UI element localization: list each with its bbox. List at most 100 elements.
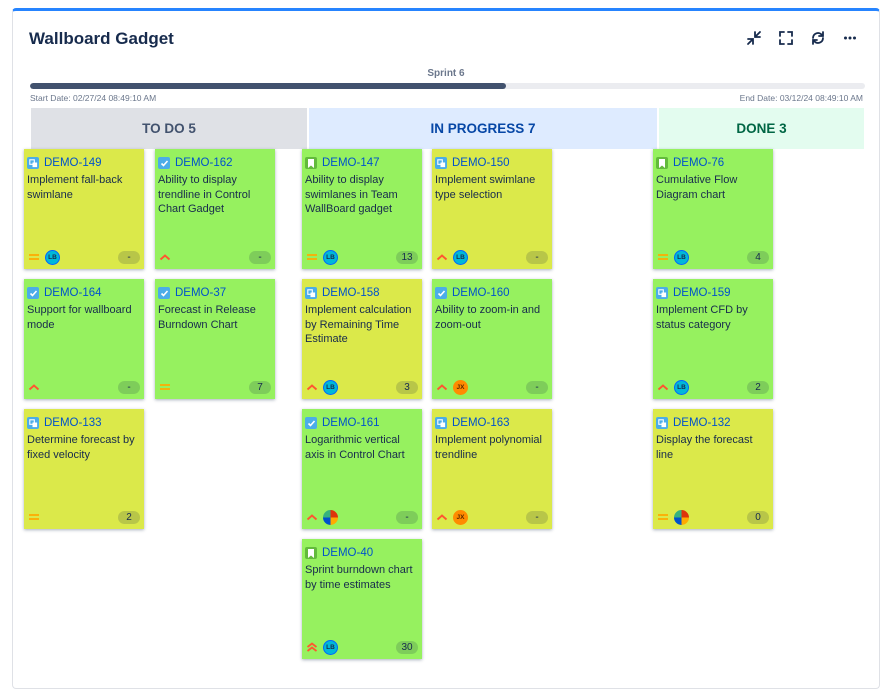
issue-key-link[interactable]: DEMO-161	[322, 417, 380, 429]
issue-card[interactable]: DEMO-160 Ability to zoom-in and zoom-out J…	[432, 279, 552, 399]
issue-card[interactable]: DEMO-40 Sprint burndown chart by time est…	[302, 539, 422, 659]
card-header: DEMO-37	[158, 286, 271, 300]
priority-high-icon	[656, 381, 670, 393]
assignee-avatar[interactable]: LB	[674, 379, 689, 395]
subtask-type-icon	[435, 157, 447, 169]
issue-card[interactable]: DEMO-150 Implement swimlane type selectio…	[432, 149, 552, 269]
issue-key-link[interactable]: DEMO-147	[322, 157, 380, 169]
issue-card[interactable]: DEMO-162 Ability to display trendline in …	[155, 149, 275, 269]
assignee-avatar[interactable]: LB	[323, 249, 338, 265]
issue-card[interactable]: DEMO-37 Forecast in Release Burndown Char…	[155, 279, 275, 399]
assignee-avatar[interactable]: LB	[453, 249, 468, 265]
assignee-avatar[interactable]: JX	[453, 379, 468, 395]
issue-card[interactable]: DEMO-161 Logarithmic vertical axis in Con…	[302, 409, 422, 529]
priority-high-icon	[27, 381, 41, 393]
issue-card[interactable]: DEMO-164 Support for wallboard mode -	[24, 279, 144, 399]
issue-key-link[interactable]: DEMO-158	[322, 287, 380, 299]
story-points-badge: 30	[396, 640, 418, 654]
subtask-type-icon	[656, 287, 668, 299]
more-options-icon[interactable]	[841, 29, 859, 47]
issue-key-link[interactable]: DEMO-164	[44, 287, 102, 299]
subtask-type-icon	[27, 417, 39, 429]
task-type-icon	[435, 287, 447, 299]
issue-summary: Sprint burndown chart by time estimates	[305, 564, 413, 591]
priority-medium-icon	[656, 511, 670, 523]
card-footer: -	[158, 249, 271, 265]
issue-card[interactable]: DEMO-159 Implement CFD by status category…	[653, 279, 773, 399]
issue-card[interactable]: DEMO-149 Implement fall-back swimlane LB -	[24, 149, 144, 269]
issue-summary: Display the forecast line	[656, 434, 753, 461]
assignee-avatar[interactable]: JX	[453, 509, 468, 525]
task-type-icon	[305, 417, 317, 429]
issue-summary: Implement fall-back swimlane	[27, 174, 123, 201]
column-header-todo: TO DO 5	[31, 108, 307, 149]
sprint-progress-bar	[30, 83, 865, 89]
issue-key-link[interactable]: DEMO-160	[452, 287, 510, 299]
issue-key-link[interactable]: DEMO-76	[673, 157, 725, 169]
issue-summary: Ability to zoom-in and zoom-out	[435, 304, 541, 331]
issue-summary: Determine forecast by fixed velocity	[27, 434, 135, 461]
issue-key-link[interactable]: DEMO-37	[175, 287, 227, 299]
issue-card[interactable]: DEMO-163 Implement polynomial trendline JX…	[432, 409, 552, 529]
assignee-avatar[interactable]	[323, 509, 338, 525]
column-header-done: DONE 3	[659, 108, 864, 149]
card-header: DEMO-161	[305, 416, 418, 430]
issue-summary: Implement CFD by status category	[656, 304, 748, 331]
issue-key-link[interactable]: DEMO-133	[44, 417, 102, 429]
story-points-badge: -	[118, 380, 140, 394]
card-header: DEMO-164	[27, 286, 140, 300]
assignee-avatar[interactable]	[674, 509, 689, 525]
card-header: DEMO-40	[305, 546, 418, 560]
priority-high-icon	[158, 251, 172, 263]
issue-card[interactable]: DEMO-132 Display the forecast line 0	[653, 409, 773, 529]
issue-card[interactable]: DEMO-147 Ability to display swimlanes in …	[302, 149, 422, 269]
issue-card[interactable]: DEMO-76 Cumulative Flow Diagram chart LB 4	[653, 149, 773, 269]
issue-card[interactable]: DEMO-158 Implement calculation by Remaini…	[302, 279, 422, 399]
issue-key-link[interactable]: DEMO-159	[673, 287, 731, 299]
story-points-badge: -	[526, 250, 548, 264]
issue-key-link[interactable]: DEMO-132	[673, 417, 731, 429]
priority-medium-icon	[27, 511, 41, 523]
fullscreen-icon[interactable]	[777, 29, 795, 47]
task-type-icon	[27, 287, 39, 299]
refresh-icon[interactable]	[809, 29, 827, 47]
priority-medium-icon	[656, 251, 670, 263]
story-type-icon	[656, 157, 668, 169]
priority-high-icon	[305, 511, 319, 523]
assignee-avatar[interactable]: LB	[323, 639, 338, 655]
story-points-badge: -	[526, 380, 548, 394]
card-footer: LB -	[27, 249, 140, 265]
card-footer: JX -	[435, 509, 548, 525]
card-footer: LB 4	[656, 249, 769, 265]
card-header: DEMO-147	[305, 156, 418, 170]
issue-summary: Implement polynomial trendline	[435, 434, 542, 461]
card-header: DEMO-162	[158, 156, 271, 170]
priority-highest-icon	[305, 641, 319, 653]
assignee-avatar[interactable]: LB	[323, 379, 338, 395]
card-footer: -	[27, 379, 140, 395]
story-points-badge: 2	[118, 510, 140, 524]
card-footer: 7	[158, 379, 271, 395]
issue-key-link[interactable]: DEMO-149	[44, 157, 102, 169]
card-footer: 0	[656, 509, 769, 525]
minimize-icon[interactable]	[745, 29, 763, 47]
issue-card[interactable]: DEMO-133 Determine forecast by fixed velo…	[24, 409, 144, 529]
assignee-avatar[interactable]: LB	[45, 249, 60, 265]
issue-key-link[interactable]: DEMO-162	[175, 157, 233, 169]
card-header: DEMO-158	[305, 286, 418, 300]
story-points-badge: 7	[249, 380, 271, 394]
card-footer: LB 3	[305, 379, 418, 395]
issue-key-link[interactable]: DEMO-163	[452, 417, 510, 429]
gadget-title: Wallboard Gadget	[29, 29, 174, 48]
priority-high-icon	[435, 511, 449, 523]
card-header: DEMO-150	[435, 156, 548, 170]
issue-summary: Implement swimlane type selection	[435, 174, 536, 201]
story-points-badge: 3	[396, 380, 418, 394]
issue-key-link[interactable]: DEMO-150	[452, 157, 510, 169]
wallboard-gadget: Wallboard Gadget Sprint 6 Start Date: 02…	[12, 8, 880, 689]
card-header: DEMO-76	[656, 156, 769, 170]
story-points-badge: -	[526, 510, 548, 524]
story-type-icon	[305, 547, 317, 559]
issue-key-link[interactable]: DEMO-40	[322, 547, 374, 559]
assignee-avatar[interactable]: LB	[674, 249, 689, 265]
